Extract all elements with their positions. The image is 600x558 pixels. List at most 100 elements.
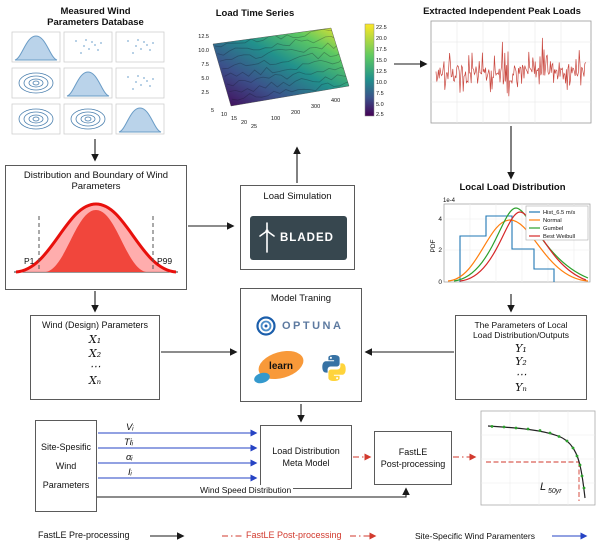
local-dist-legend: Hist_6.5 m/s Normal Gumbel Best Weibull [525, 205, 589, 241]
dist-boundary-box: Distribution and Boundary of Wind Parame… [5, 165, 187, 290]
pairplot-title-line2: Parameters Database [47, 17, 144, 28]
dist-box-title-line2: Parameters [71, 181, 121, 192]
svg-text:200: 200 [291, 110, 300, 116]
load-time-series-plot: Load Time Series 12.5 10.0 7.5 5.0 2.5 5… [198, 8, 387, 130]
surface-colorbar-ticks: 22.5 20.0 17.5 15.0 12.5 10.0 7.5 5.0 2.… [376, 25, 387, 118]
model-training-title: Model Traning [270, 293, 332, 304]
normal-curve [447, 219, 589, 282]
svg-text:20.0: 20.0 [376, 36, 387, 42]
svg-text:10.0: 10.0 [198, 48, 209, 54]
svg-text:Normal: Normal [543, 218, 562, 224]
svg-text:15: 15 [231, 116, 237, 122]
optuna-text: OPTUNA [282, 320, 344, 332]
site-specific-box: Site-Spesific Wind Parameters [35, 420, 97, 512]
exceedance-curve [487, 425, 586, 499]
svg-text:300: 300 [311, 104, 320, 110]
bell-curve: P1 P99 [14, 202, 178, 274]
fastle-post-box: FastLE Post-processing [374, 431, 452, 485]
pairplot-matrix [11, 31, 165, 135]
svg-text:22.5: 22.5 [376, 25, 387, 31]
wind-params-title: Wind (Design) Parameters [41, 320, 149, 330]
optuna-icon [256, 316, 276, 336]
svg-text:7.5: 7.5 [201, 62, 209, 68]
exceedance-points [490, 425, 586, 490]
surface-mesh [212, 27, 350, 107]
surface-z-ticks: 12.5 10.0 7.5 5.0 2.5 [198, 34, 209, 96]
legend-pre-label: FastLE Pre-processing [38, 530, 130, 540]
dist-box-title-line1: Distribution and Boundary of Wind [23, 170, 169, 181]
local-load-distribution-plot: 1e-4 4 2 0 PDF Hist_6.5 m/s Normal Gumbe… [430, 198, 591, 286]
y-params-title-line1: The Parameters of Local [474, 320, 568, 330]
peaks-grid [431, 21, 591, 123]
bladed-logo: BLADED [250, 216, 347, 260]
peaks-title: Extracted Independent Peak Loads [423, 6, 581, 17]
l50yr-label-base: L [540, 481, 546, 493]
svg-text:Gumbel: Gumbel [543, 226, 563, 232]
wind-speed-distribution-label: Wind Speed Distribution [198, 485, 294, 495]
wind-turbine-icon [259, 222, 275, 253]
meta-model-box: Load Distribution Meta Model [260, 425, 352, 489]
local-dist-ylabel: PDF [430, 239, 437, 252]
svg-text:Iᵢ: Iᵢ [128, 467, 133, 478]
peak-loads-plot [430, 20, 592, 124]
svg-text:Best Weibull: Best Weibull [543, 234, 575, 240]
svg-text:2: 2 [438, 247, 442, 254]
local-outputs-box: The Parameters of Local Load Distributio… [455, 315, 587, 400]
sklearn-text: learn [269, 361, 293, 372]
svg-text:2.5: 2.5 [201, 90, 209, 96]
svg-text:Hist_6.5 m/s: Hist_6.5 m/s [543, 210, 575, 216]
site-box-line2: Wind [55, 461, 77, 471]
svg-text:10: 10 [221, 112, 227, 118]
svg-text:17.5: 17.5 [376, 47, 387, 53]
fastle-output-plot: L 50yr [480, 410, 596, 506]
svg-text:7.5: 7.5 [376, 91, 384, 97]
pairplot-title: Measured Wind Parameters Database [18, 6, 173, 28]
svg-text:0: 0 [438, 279, 442, 286]
signal-labels: Vᵢ Tiᵢ αᵢ Iᵢ [124, 422, 134, 478]
svg-text:Vᵢ: Vᵢ [126, 422, 134, 433]
sklearn-logo: learn [254, 350, 304, 384]
legend-post-label: FastLE Post-processing [246, 530, 342, 540]
legend-site-label: Site-Specific Wind Paramenters [415, 531, 535, 541]
fastle-post-line2: Post-processing [380, 459, 446, 469]
svg-text:100: 100 [271, 116, 280, 122]
surface-title: Load Time Series [216, 8, 295, 19]
y-params-items: Y₁ Y₂ ⋯ Yₙ [515, 342, 527, 394]
load-simulation-box: Load Simulation BLADED [240, 185, 355, 270]
load-simulation-label: Load Simulation [263, 191, 332, 202]
meta-model-line2: Meta Model [282, 458, 330, 468]
python-logo [322, 355, 346, 381]
svg-text:5: 5 [211, 108, 214, 114]
svg-text:5.0: 5.0 [201, 76, 209, 82]
svg-text:4: 4 [438, 216, 442, 223]
local-dist-y-ticks: 4 2 0 [438, 216, 442, 286]
wind-design-parameters-box: Wind (Design) Parameters X₁ X₂ ⋯ Xₙ [30, 315, 160, 400]
wind-params-items: X₁ X₂ ⋯ Xₙ [88, 333, 102, 387]
svg-text:400: 400 [331, 98, 340, 104]
fastle-post-line1: FastLE [398, 447, 428, 457]
optuna-logo: OPTUNA [255, 315, 343, 337]
y-params-title-line2: Load Distribution/Outputs [473, 330, 569, 340]
hist-step [459, 215, 555, 282]
svg-text:5.0: 5.0 [376, 102, 384, 108]
meta-model-line1: Load Distribution [272, 446, 340, 456]
model-training-box: Model Traning OPTUNA learn [240, 288, 362, 402]
svg-text:15.0: 15.0 [376, 58, 387, 64]
site-box-line3: Parameters [42, 480, 90, 490]
local-dist-exp-label: 1e-4 [443, 198, 456, 204]
gumbel-curve [453, 207, 589, 282]
output-plot-grid [481, 411, 595, 505]
pairplot-title-line1: Measured Wind [60, 6, 131, 17]
surface-y-ticks: 5 10 15 20 25 [211, 108, 257, 130]
svg-text:2.5: 2.5 [376, 112, 384, 118]
svg-text:Tiᵢ: Tiᵢ [124, 437, 134, 448]
svg-text:20: 20 [241, 120, 247, 126]
svg-text:12.5: 12.5 [376, 69, 387, 75]
surface-x-ticks: 100 200 300 400 [271, 98, 340, 122]
peak-loads-series [435, 37, 586, 97]
bladed-logo-text: BLADED [280, 232, 334, 244]
surface-ridges [214, 28, 349, 101]
l50yr-label-sub: 50yr [548, 488, 562, 495]
kde-diagonal [14, 35, 162, 133]
